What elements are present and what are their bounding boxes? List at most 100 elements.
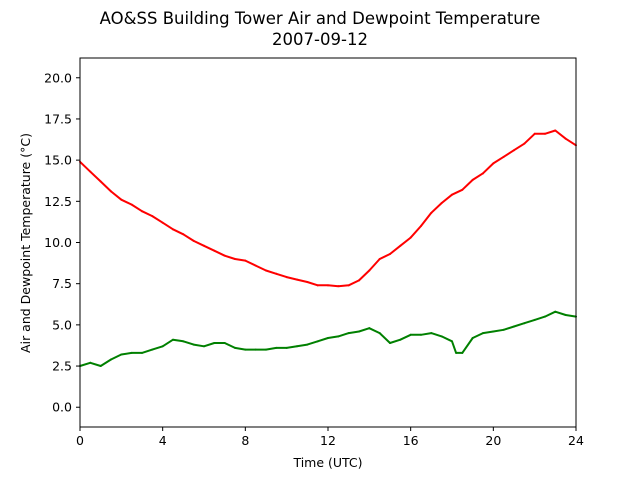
data-point-1 bbox=[89, 361, 92, 364]
data-point-1 bbox=[306, 343, 309, 346]
series-line-1 bbox=[79, 310, 577, 367]
data-point-1 bbox=[99, 365, 102, 368]
data-point-1 bbox=[399, 338, 402, 341]
x-axis-label: Time (UTC) bbox=[292, 455, 362, 470]
data-point-1 bbox=[461, 351, 464, 354]
data-point-0 bbox=[110, 190, 112, 193]
data-point-0 bbox=[554, 129, 557, 132]
data-point-1 bbox=[182, 340, 185, 343]
data-point-0 bbox=[203, 244, 205, 247]
data-point-0 bbox=[409, 236, 412, 239]
data-point-1 bbox=[110, 358, 112, 361]
data-point-1 bbox=[523, 322, 526, 325]
x-tick-label: 24 bbox=[568, 433, 584, 448]
data-point-0 bbox=[89, 170, 92, 173]
x-tick-label: 16 bbox=[403, 433, 419, 448]
data-point-0 bbox=[523, 142, 526, 145]
data-point-1 bbox=[244, 348, 247, 351]
data-point-1 bbox=[234, 346, 236, 349]
y-axis-label: Air and Dewpoint Temperature (°C) bbox=[18, 133, 33, 353]
data-point-1 bbox=[327, 337, 329, 340]
data-point-0 bbox=[378, 257, 381, 260]
data-point-1 bbox=[192, 343, 195, 346]
data-point-1 bbox=[492, 330, 495, 333]
data-point-1 bbox=[564, 313, 567, 316]
data-point-1 bbox=[151, 348, 154, 351]
y-tick-label: 20.0 bbox=[44, 70, 72, 85]
data-point-1 bbox=[275, 346, 278, 349]
x-tick-label: 20 bbox=[485, 433, 501, 448]
data-point-1 bbox=[213, 341, 216, 344]
data-point-0 bbox=[99, 180, 102, 183]
data-point-1 bbox=[296, 345, 298, 348]
data-point-1 bbox=[409, 333, 412, 336]
data-point-0 bbox=[471, 178, 474, 181]
y-tick-label: 10.0 bbox=[44, 235, 72, 250]
data-point-0 bbox=[234, 257, 236, 260]
x-tick-label: 12 bbox=[320, 433, 336, 448]
y-tick-label: 0.0 bbox=[52, 400, 72, 415]
data-point-0 bbox=[285, 276, 288, 279]
y-tick-label: 12.5 bbox=[44, 194, 72, 209]
data-point-0 bbox=[502, 155, 505, 158]
data-point-1 bbox=[451, 340, 453, 343]
data-point-0 bbox=[192, 239, 195, 242]
data-point-0 bbox=[564, 137, 567, 140]
data-point-1 bbox=[347, 332, 350, 335]
y-tick-label: 5.0 bbox=[52, 317, 72, 332]
data-point-1 bbox=[544, 315, 546, 318]
data-point-0 bbox=[347, 284, 350, 287]
data-point-0 bbox=[544, 132, 546, 135]
series-layer bbox=[79, 129, 577, 368]
data-point-0 bbox=[254, 264, 257, 267]
data-point-1 bbox=[389, 341, 391, 344]
data-point-1 bbox=[482, 332, 484, 335]
data-point-0 bbox=[533, 132, 536, 135]
data-point-1 bbox=[440, 335, 443, 338]
data-point-0 bbox=[461, 188, 464, 191]
data-point-1 bbox=[358, 330, 360, 333]
data-point-0 bbox=[141, 210, 143, 213]
data-point-0 bbox=[430, 211, 433, 214]
data-point-0 bbox=[161, 221, 164, 224]
data-point-0 bbox=[151, 215, 154, 218]
data-point-1 bbox=[420, 333, 422, 336]
data-point-1 bbox=[223, 341, 226, 344]
tick-layer: 0 4 8 12 16 20 24 0.0 2.5 5.0 7.5 10.0 12.5 15.0 17.5 2… bbox=[44, 70, 584, 448]
y-tick-label: 15.0 bbox=[44, 153, 72, 168]
data-point-0 bbox=[213, 249, 216, 252]
data-point-0 bbox=[492, 162, 495, 165]
data-point-1 bbox=[316, 340, 319, 343]
data-point-0 bbox=[358, 279, 360, 282]
data-point-1 bbox=[172, 338, 174, 341]
data-point-0 bbox=[420, 225, 422, 228]
data-point-1 bbox=[513, 325, 515, 328]
data-point-1 bbox=[265, 348, 267, 351]
y-tick-label: 17.5 bbox=[44, 111, 72, 126]
data-point-1 bbox=[161, 345, 164, 348]
data-point-0 bbox=[244, 259, 247, 262]
x-tick-label: 8 bbox=[241, 433, 249, 448]
data-point-0 bbox=[316, 284, 319, 287]
x-tick-label: 0 bbox=[76, 433, 84, 448]
data-point-0 bbox=[337, 285, 340, 288]
data-point-0 bbox=[513, 149, 515, 152]
data-point-1 bbox=[378, 332, 381, 335]
data-point-1 bbox=[337, 335, 340, 338]
data-point-0 bbox=[130, 203, 133, 206]
data-point-1 bbox=[120, 353, 123, 356]
data-point-0 bbox=[296, 278, 298, 281]
x-tick-label: 4 bbox=[159, 433, 167, 448]
data-point-1 bbox=[471, 337, 474, 340]
data-point-0 bbox=[451, 193, 453, 196]
data-point-0 bbox=[368, 269, 371, 272]
data-point-0 bbox=[120, 198, 123, 201]
data-point-1 bbox=[455, 351, 458, 354]
data-point-0 bbox=[265, 269, 267, 272]
data-point-0 bbox=[440, 201, 443, 204]
data-point-0 bbox=[223, 254, 226, 257]
data-point-1 bbox=[554, 310, 557, 313]
data-point-1 bbox=[141, 351, 143, 354]
data-point-0 bbox=[275, 272, 278, 275]
